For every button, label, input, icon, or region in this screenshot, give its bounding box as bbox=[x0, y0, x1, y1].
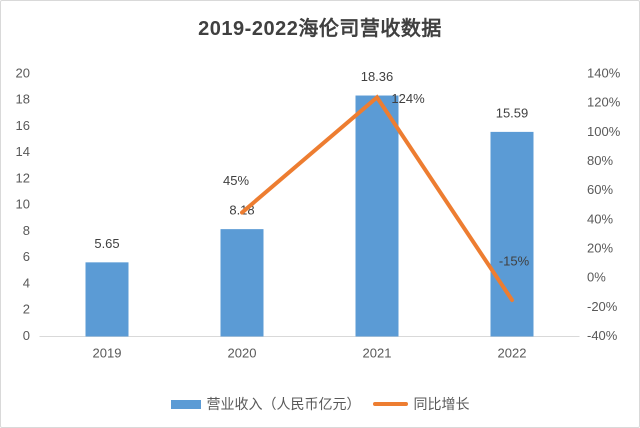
line-value-label: 45% bbox=[223, 173, 249, 188]
left-axis-tick: 2 bbox=[23, 302, 30, 317]
legend-item-growth: 同比增长 bbox=[372, 394, 470, 414]
bar-value-label: 5.65 bbox=[94, 236, 119, 251]
bar-2019 bbox=[85, 262, 129, 337]
right-axis-tick: 20% bbox=[587, 240, 613, 255]
legend-item-revenue: 营业收入（人民币亿元） bbox=[170, 394, 361, 414]
legend: 营业收入（人民币亿元） 同比增长 bbox=[1, 395, 639, 413]
left-axis-tick: 4 bbox=[23, 275, 30, 290]
right-axis-tick: 100% bbox=[587, 124, 621, 139]
x-axis-label: 2019 bbox=[93, 345, 122, 360]
left-axis-tick: 16 bbox=[16, 118, 30, 133]
growth-line bbox=[240, 94, 514, 303]
right-axis-tick: 60% bbox=[587, 182, 613, 197]
line-value-label: -15% bbox=[499, 253, 530, 268]
left-axis-tick: 20 bbox=[16, 65, 30, 80]
bar-value-label: 15.59 bbox=[496, 105, 529, 120]
left-axis-tick: 0 bbox=[23, 328, 30, 343]
left-axis-tick: 18 bbox=[16, 92, 30, 107]
bar-2022 bbox=[490, 131, 534, 337]
x-axis-label: 2020 bbox=[228, 345, 257, 360]
legend-label-revenue: 营业收入（人民币亿元） bbox=[206, 396, 361, 412]
bar-2020 bbox=[220, 229, 264, 337]
x-axis-label: 2022 bbox=[498, 345, 527, 360]
bar-value-label: 18.36 bbox=[361, 69, 394, 84]
right-axis-tick: 120% bbox=[587, 95, 621, 110]
chart-title: 2019-2022海伦司营收数据 bbox=[198, 18, 442, 40]
right-axis-tick: 80% bbox=[587, 153, 613, 168]
right-axis-tick: -20% bbox=[587, 299, 618, 314]
left-axis-tick: 12 bbox=[16, 170, 30, 185]
left-axis-tick: 6 bbox=[23, 249, 30, 264]
right-axis-tick: 0% bbox=[587, 270, 606, 285]
right-axis-tick: 140% bbox=[587, 65, 621, 80]
legend-label-growth: 同比增长 bbox=[413, 396, 470, 412]
bar-series-swatch-icon bbox=[170, 399, 201, 409]
x-axis-label: 2021 bbox=[363, 345, 392, 360]
line-series-swatch-icon bbox=[372, 402, 408, 406]
left-axis-tick: 8 bbox=[23, 223, 30, 238]
right-axis-tick: 40% bbox=[587, 211, 613, 226]
right-axis-tick: -40% bbox=[587, 328, 618, 343]
bar-2021 bbox=[355, 95, 399, 337]
left-axis-tick: 10 bbox=[16, 197, 30, 212]
left-axis-tick: 14 bbox=[16, 144, 30, 159]
line-value-label: 124% bbox=[391, 91, 425, 106]
